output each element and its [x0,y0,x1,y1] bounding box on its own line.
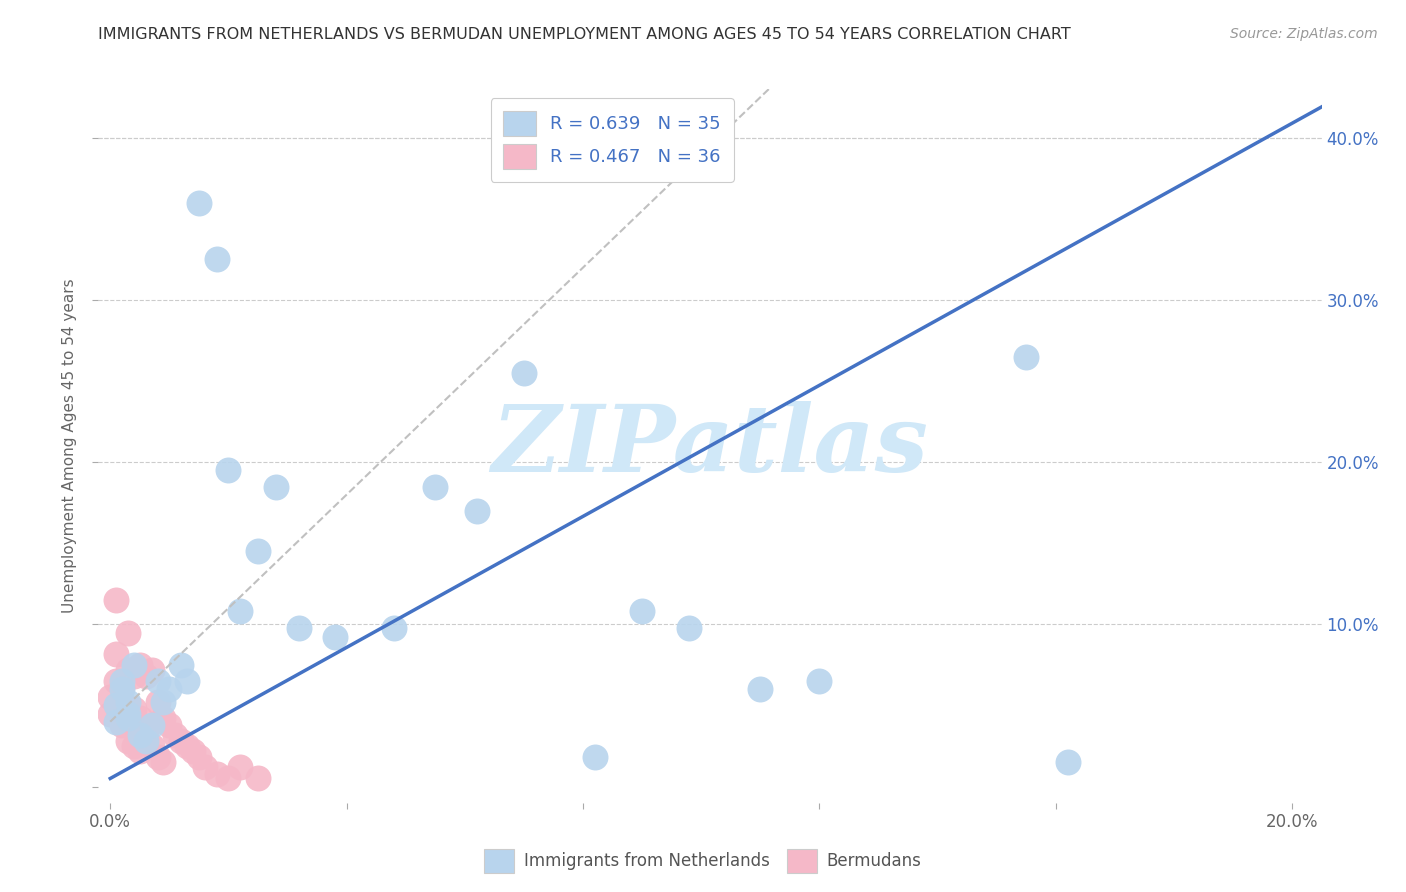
Point [105,647,128,661]
Text: IMMIGRANTS FROM NETHERLANDS VS BERMUDAN UNEMPLOYMENT AMONG AGES 45 TO 54 YEARS C: IMMIGRANTS FROM NETHERLANDS VS BERMUDAN … [98,27,1071,42]
Point [135,723,157,737]
Point [323,631,346,645]
Point [105,674,128,689]
Point [98,706,121,721]
Point [631,604,654,618]
Point [111,695,134,709]
Point [187,195,209,210]
Point [583,750,606,764]
Legend: Immigrants from Netherlands, Bermudans: Immigrants from Netherlands, Bermudans [478,842,928,880]
Point [135,734,157,748]
Text: ZIPatlas: ZIPatlas [492,401,928,491]
Legend: R = 0.639   N = 35, R = 0.467   N = 36: R = 0.639 N = 35, R = 0.467 N = 36 [491,98,734,182]
Text: Source: ZipAtlas.com: Source: ZipAtlas.com [1230,27,1378,41]
Point [146,695,169,709]
Point [1056,756,1078,770]
Point [117,695,139,709]
Point [117,706,139,721]
Point [264,479,287,493]
Point [128,728,150,742]
Point [128,744,150,758]
Point [176,674,198,689]
Point [187,750,209,764]
Point [152,711,174,725]
Point [170,657,193,672]
Point [111,679,134,693]
Point [170,734,193,748]
Point [111,674,134,689]
Point [111,682,134,697]
Point [122,739,145,753]
Point [98,690,121,705]
Point [157,718,180,732]
Point [382,621,405,635]
Point [117,625,139,640]
Point [217,463,239,477]
Point [229,604,252,618]
Point [157,682,180,697]
Point [217,772,239,786]
Point [465,504,488,518]
Point [128,657,150,672]
Point [117,663,139,677]
Point [105,698,128,713]
Point [146,750,169,764]
Point [128,711,150,725]
Point [246,544,269,558]
Point [749,682,772,697]
Point [117,734,139,748]
Y-axis label: Unemployment Among Ages 45 to 54 years: Unemployment Among Ages 45 to 54 years [62,278,77,614]
Point [152,756,174,770]
Point [678,621,700,635]
Point [117,711,139,725]
Point [105,714,128,729]
Point [152,695,174,709]
Point [425,479,447,493]
Point [135,669,157,683]
Point [246,772,269,786]
Point [141,739,163,753]
Point [194,760,217,774]
Point [122,702,145,716]
Point [141,663,163,677]
Point [229,760,252,774]
Point [205,252,228,267]
Point [111,718,134,732]
Point [808,674,831,689]
Point [105,593,128,607]
Point [122,657,145,672]
Point [165,728,187,742]
Point [122,669,145,683]
Point [141,718,163,732]
Point [288,621,311,635]
Point [205,766,228,780]
Point [176,739,198,753]
Point [146,674,169,689]
Point [513,366,536,380]
Point [181,744,204,758]
Point [1015,350,1038,364]
